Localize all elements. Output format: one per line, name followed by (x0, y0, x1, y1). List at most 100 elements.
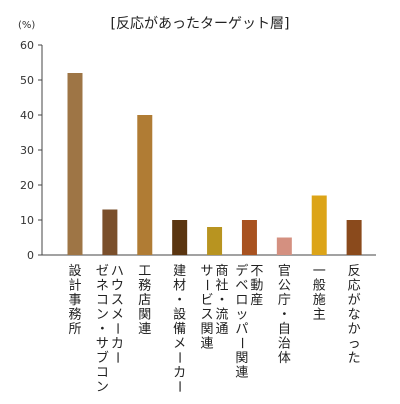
x-tick-char: ー (199, 278, 214, 291)
x-tick-char: カ (173, 366, 186, 381)
x-tick-char: ゼ (96, 264, 109, 279)
x-tick-char: 連 (138, 322, 151, 337)
bar (311, 195, 327, 255)
x-tick-char: 関 (201, 322, 214, 337)
chart-title: [反応があったターゲット層] (111, 16, 290, 32)
bar (207, 227, 223, 255)
x-tick-char: 所 (68, 322, 81, 337)
x-tick-char: 施 (313, 293, 326, 308)
x-tick-char: 務 (68, 308, 81, 323)
x-tick-char: 治 (278, 337, 291, 352)
x-tick-char: ロ (235, 293, 248, 308)
y-tick-label: 60 (20, 39, 34, 52)
x-tick-char: が (348, 293, 361, 308)
x-tick-char: ー (109, 322, 124, 335)
y-tick-label: 40 (20, 109, 34, 122)
x-tick-char: ネ (96, 279, 109, 294)
y-tick-label: 10 (20, 214, 34, 227)
x-tick-char: ー (109, 351, 124, 364)
x-tick-char: ・ (173, 293, 186, 308)
category-labels: 設計事務所ハウスメーカーゼネコン・サブコン工務店関連建材・設備メーカー商社・流通… (68, 263, 360, 395)
x-tick-char: ・ (96, 322, 109, 337)
x-tick-char: ハ (111, 264, 124, 279)
x-tick-char: か (348, 322, 361, 337)
x-tick-char: 公 (278, 279, 291, 294)
x-tick-char: 備 (173, 321, 186, 337)
bar (172, 220, 188, 255)
y-tick-label: 30 (20, 144, 34, 157)
x-tick-char: メ (173, 337, 186, 352)
x-tick-char: 般 (313, 278, 326, 294)
x-tick-char: な (348, 308, 361, 323)
x-tick-char: 体 (278, 351, 291, 366)
bar (67, 73, 83, 255)
y-tick-label: 0 (27, 249, 34, 262)
x-tick-char: 不 (250, 264, 263, 279)
x-tick-char: 関 (138, 308, 151, 323)
x-tick-char: サ (201, 264, 214, 279)
bar (346, 220, 362, 255)
x-tick-char: 自 (278, 322, 291, 337)
x-tick-char: 官 (278, 263, 291, 279)
x-tick-char: 連 (235, 366, 248, 381)
x-tick-char: 材 (173, 279, 186, 294)
x-tick-char: 計 (68, 278, 81, 294)
x-tick-char: サ (96, 337, 109, 352)
x-tick-char: 反 (348, 264, 361, 279)
x-tick-char: カ (111, 337, 124, 352)
x-tick-char: ン (96, 380, 109, 395)
y-tick-label: 20 (20, 179, 34, 192)
x-tick-char: ス (201, 308, 214, 323)
x-tick-char: コ (96, 366, 109, 381)
y-axis-unit: (%) (18, 20, 35, 31)
x-tick-char: 事 (68, 293, 81, 308)
x-tick-char: 務 (138, 279, 151, 294)
x-tick-char: 応 (348, 279, 361, 294)
x-tick-char: ッ (235, 308, 248, 323)
x-tick-char: 設 (173, 307, 186, 323)
x-tick-char: 工 (138, 264, 151, 279)
y-ticks: 0 10 20 30 40 50 60 (20, 39, 42, 262)
bar (102, 209, 118, 255)
x-tick-char: 連 (201, 337, 214, 352)
x-tick-char: ー (171, 380, 186, 393)
x-tick-char: 流 (216, 308, 229, 323)
y-tick-label: 50 (20, 74, 34, 87)
bar (276, 237, 292, 255)
x-tick-label: 官公庁・自治体 (278, 263, 291, 366)
x-tick-char: 商 (216, 264, 229, 279)
x-tick-char: ・ (278, 308, 291, 323)
bars (67, 73, 362, 255)
x-tick-char: た (348, 351, 361, 366)
x-tick-char: 庁 (278, 293, 291, 308)
bar (137, 115, 153, 255)
x-tick-char: っ (348, 337, 361, 352)
x-tick-char: 設 (68, 263, 81, 279)
x-tick-char: ン (96, 308, 109, 323)
x-tick-char: ・ (216, 293, 229, 308)
x-tick-char: デ (235, 263, 248, 279)
x-tick-char: ー (233, 336, 248, 349)
x-tick-char: ス (111, 293, 124, 308)
x-tick-char: 店 (138, 293, 151, 308)
x-tick-char: メ (111, 308, 124, 323)
x-tick-char: 社 (216, 278, 229, 294)
x-tick-char: 主 (313, 308, 326, 323)
x-tick-char: パ (235, 322, 248, 337)
x-tick-char: 建 (173, 264, 186, 279)
x-tick-char: 一 (313, 264, 326, 279)
x-tick-char: ウ (111, 279, 124, 294)
x-tick-char: 産 (250, 292, 263, 308)
x-tick-char: コ (96, 293, 109, 308)
x-tick-char: ベ (235, 279, 248, 294)
